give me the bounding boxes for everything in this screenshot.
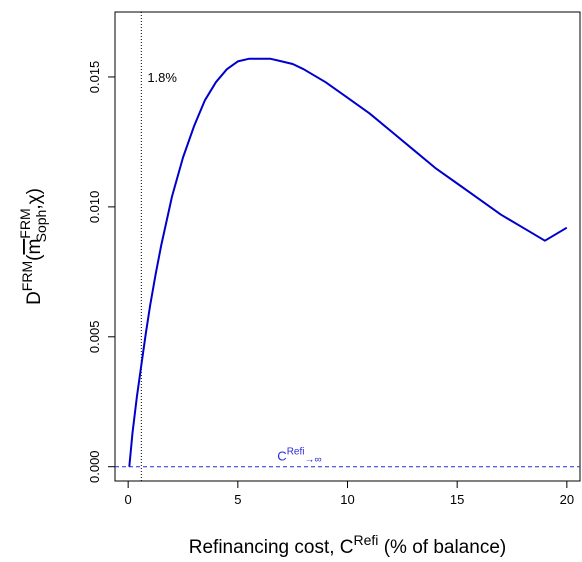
- x-axis-title: Refinancing cost, CRefi (% of balance): [189, 532, 506, 558]
- x-tick-label: 10: [340, 492, 354, 507]
- vline-annotation: 1.8%: [147, 70, 177, 85]
- y-tick-label: 0.000: [87, 450, 102, 483]
- x-axis-title-suffix: (% of balance): [378, 537, 506, 558]
- series-line: [128, 57, 568, 467]
- y-axis-title-paren: (: [24, 254, 45, 261]
- x-tick-label: 0: [125, 492, 132, 507]
- x-tick-label: 15: [450, 492, 464, 507]
- hline-annotation-main: C: [277, 449, 286, 464]
- x-tick-label: 20: [560, 492, 574, 507]
- y-axis-title: DFRM(mFRMSoph,χ): [17, 188, 49, 305]
- y-tick-label: 0.015: [87, 61, 102, 94]
- y-tick-label: 0.005: [87, 321, 102, 354]
- hline-annotation: CRefi→∞: [277, 447, 321, 466]
- plot-frame: [114, 11, 581, 482]
- y-axis-title-m-sub: Soph: [33, 210, 49, 243]
- series-layer: [128, 57, 568, 467]
- y-axis-title-m: m: [24, 239, 45, 255]
- y-axis-title-main: D: [24, 291, 45, 305]
- x-axis-title-main: Refinancing cost, C: [189, 537, 354, 558]
- x-axis: 0 5 10 15 20: [125, 481, 574, 507]
- x-tick-label: 5: [234, 492, 241, 507]
- y-axis-title-rest: ,χ): [24, 188, 45, 210]
- hline-annotation-arrow: →∞: [304, 455, 321, 466]
- x-axis-title-sup: Refi: [354, 532, 379, 548]
- y-axis-title-m-sup: FRM: [17, 208, 33, 238]
- y-tick-label: 0.010: [87, 191, 102, 224]
- y-axis: 0.000 0.005 0.010 0.015: [87, 61, 115, 483]
- hline-annotation-sup: Refi: [287, 447, 305, 458]
- y-axis-title-sup: FRM: [19, 261, 35, 291]
